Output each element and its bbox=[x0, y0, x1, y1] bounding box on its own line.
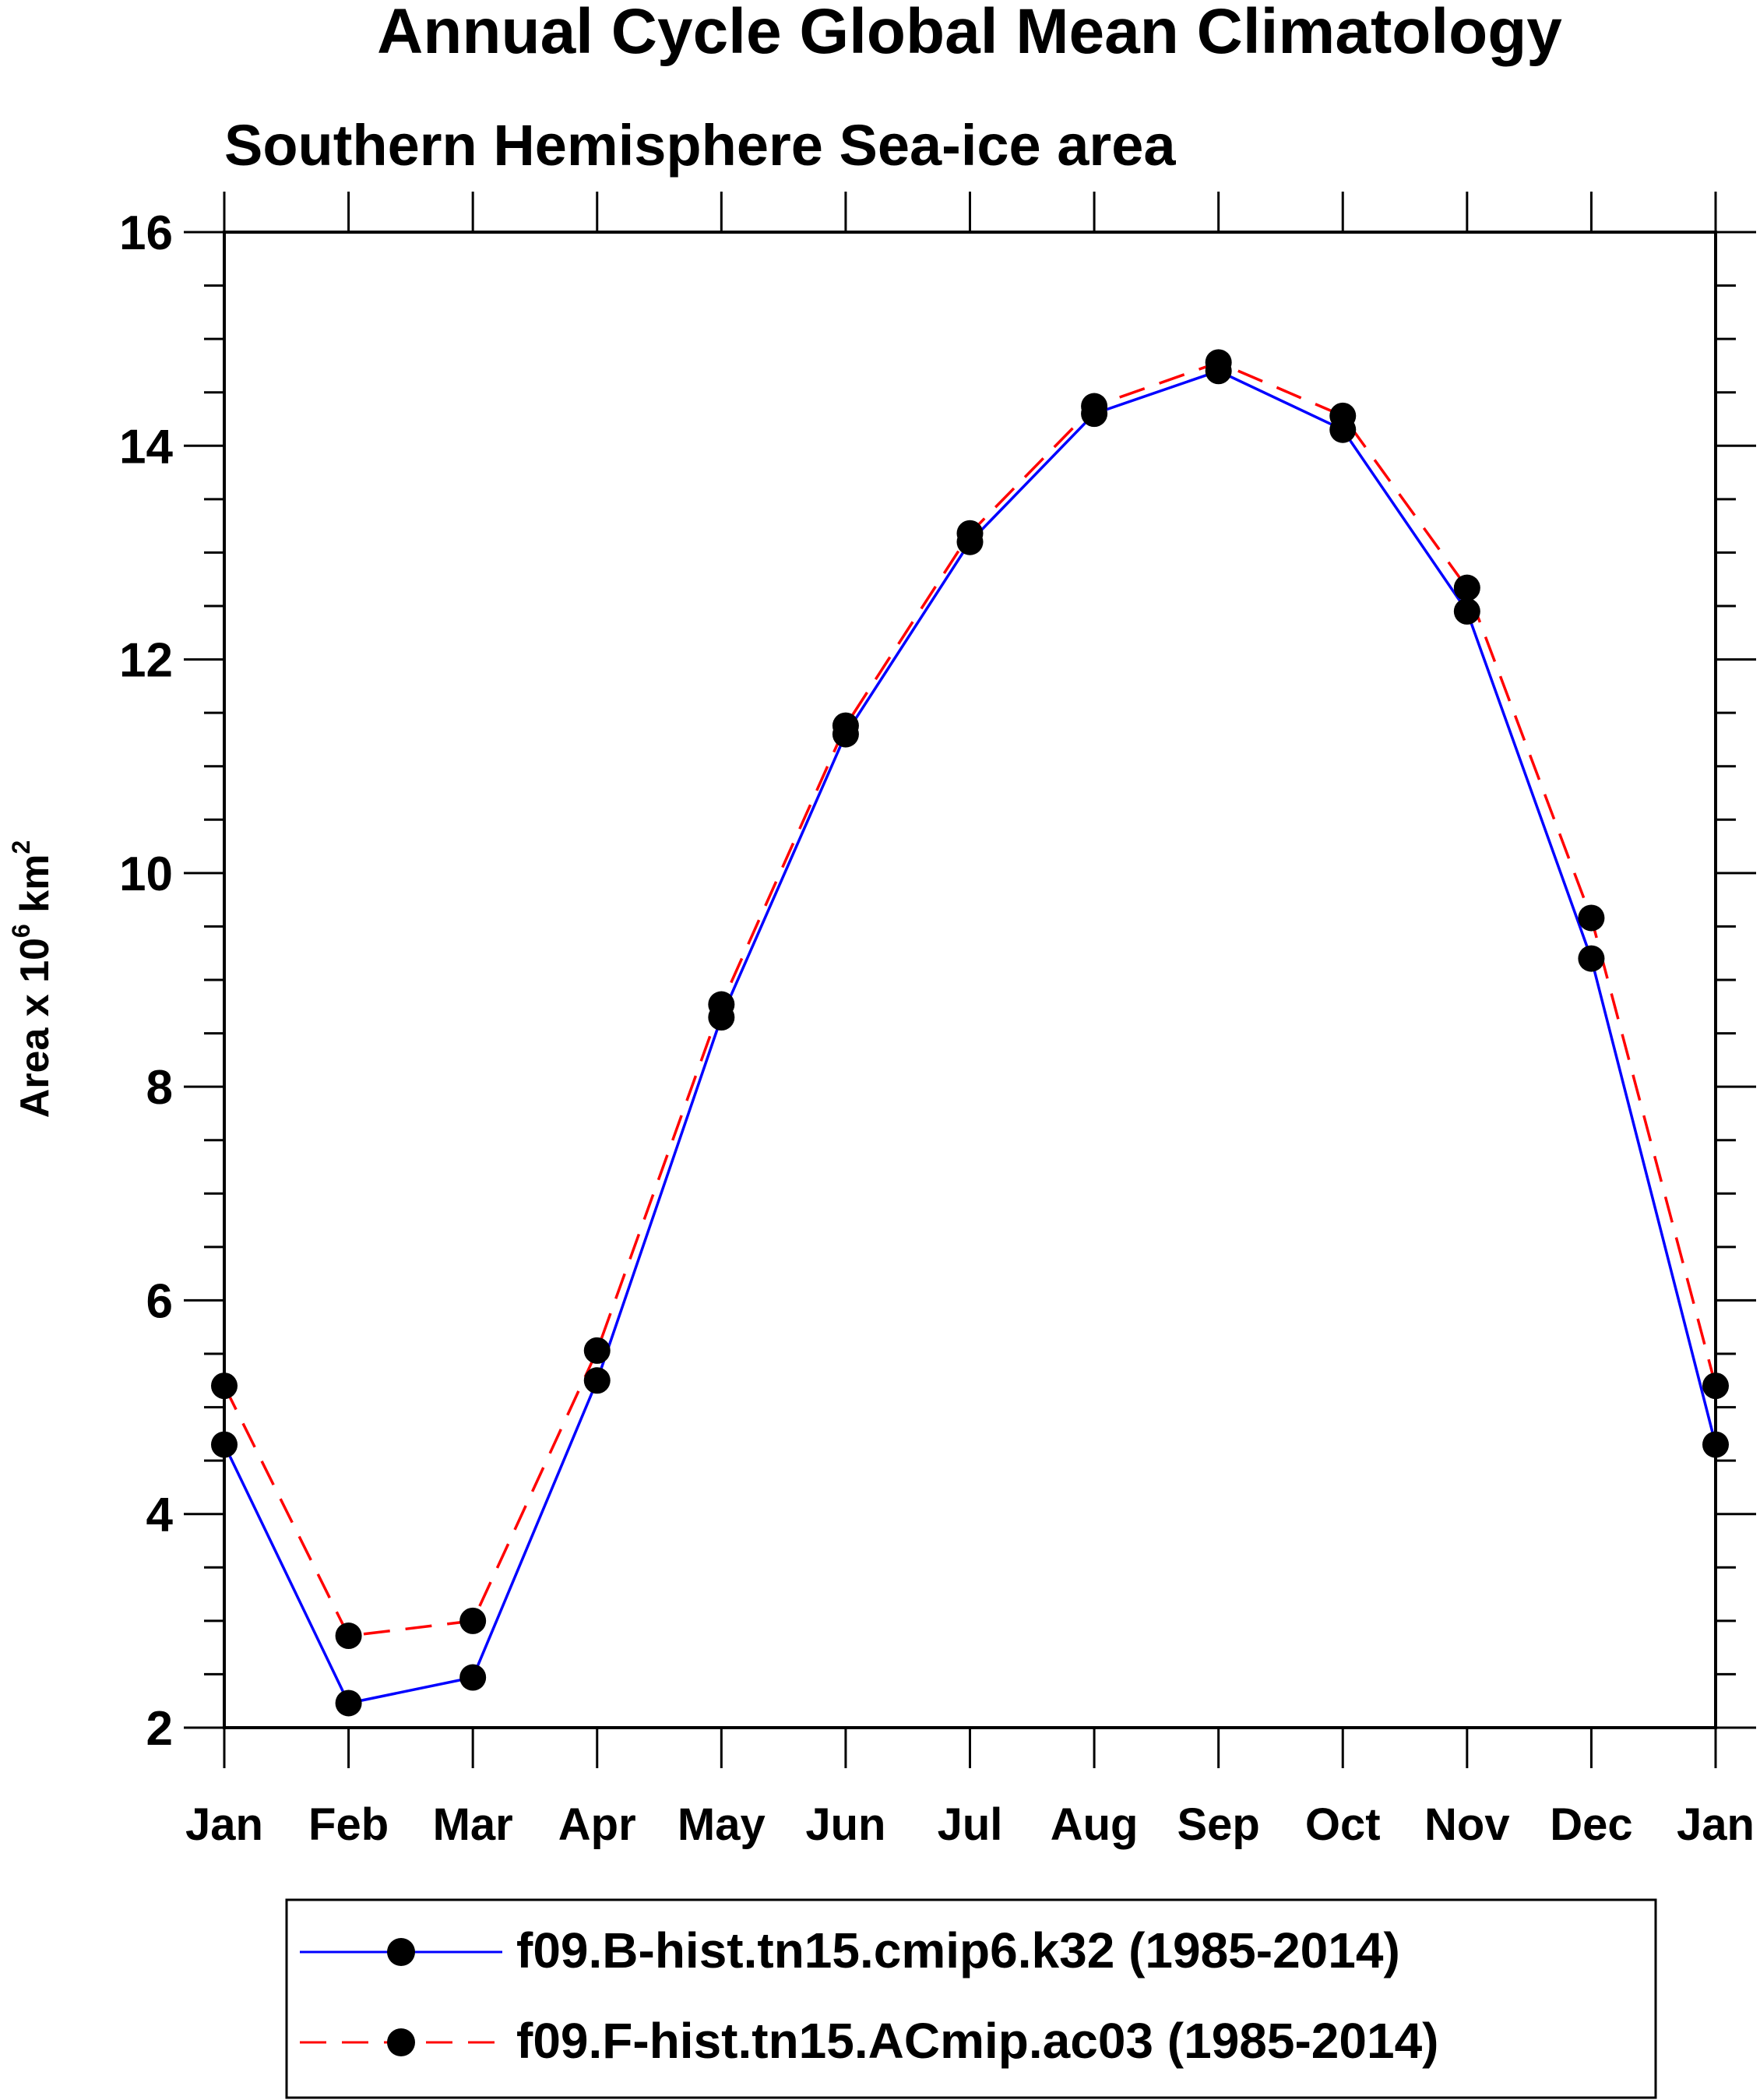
data-point-series-2 bbox=[956, 520, 984, 547]
data-point-series-2 bbox=[708, 991, 735, 1018]
data-point-series-1 bbox=[1578, 945, 1605, 972]
data-point-series-1 bbox=[335, 1690, 362, 1717]
legend-marker-series-1 bbox=[387, 1938, 415, 1966]
x-tick-label: Nov bbox=[1424, 1799, 1510, 1850]
legend-label-series-1: f09.B-hist.tn15.cmip6.k32 (1985-2014) bbox=[516, 1922, 1400, 1978]
x-tick-label: Apr bbox=[558, 1799, 636, 1850]
x-tick-label: Jul bbox=[938, 1799, 1003, 1850]
data-point-series-2 bbox=[459, 1607, 487, 1634]
x-tick-label: Dec bbox=[1550, 1799, 1632, 1850]
x-tick-label: Sep bbox=[1177, 1799, 1259, 1850]
y-tick-labels: 2 4 6 8 10 12 14 16 bbox=[119, 206, 173, 1756]
chart-title: Annual Cycle Global Mean Climatology bbox=[377, 0, 1562, 67]
y-tick-label: 4 bbox=[146, 1489, 174, 1542]
data-point-series-2 bbox=[1329, 402, 1357, 429]
axis-ticks bbox=[184, 192, 1756, 1768]
x-tick-label: Aug bbox=[1051, 1799, 1139, 1850]
x-tick-label: Jan bbox=[185, 1799, 263, 1850]
plot-frame bbox=[223, 231, 1717, 1729]
data-point-series-2 bbox=[583, 1337, 611, 1364]
legend-marker-series-2 bbox=[387, 2028, 415, 2056]
series-line-1 bbox=[223, 369, 1717, 1705]
data-point-series-2 bbox=[1205, 349, 1232, 376]
y-tick-label: 16 bbox=[119, 206, 173, 260]
y-tick-label: 10 bbox=[119, 847, 173, 901]
y-tick-label: 6 bbox=[146, 1274, 173, 1328]
y-tick-label: 2 bbox=[146, 1702, 173, 1756]
legend-label-series-2: f09.F-hist.tn15.ACmip.ac03 (1985-2014) bbox=[516, 2013, 1438, 2069]
data-point-series-1 bbox=[1453, 597, 1480, 625]
y-tick-label: 12 bbox=[119, 634, 173, 688]
data-point-series-1 bbox=[583, 1367, 611, 1394]
x-tick-label: Feb bbox=[308, 1799, 389, 1850]
data-point-series-2 bbox=[1081, 393, 1108, 420]
data-point-series-2 bbox=[335, 1623, 362, 1650]
data-point-series-2 bbox=[832, 712, 859, 739]
x-tick-label: May bbox=[678, 1799, 766, 1850]
legend-box bbox=[285, 1898, 1657, 2099]
y-tick-label: 14 bbox=[119, 420, 173, 474]
x-tick-labels: Jan Feb Mar Apr May Jun Jul Aug Sep Oct Nov Dec Jan bbox=[185, 1799, 1755, 1850]
data-point-series-2 bbox=[1453, 574, 1480, 601]
y-tick-label: 8 bbox=[146, 1061, 173, 1115]
y-axis-label: Area x 106 km2 bbox=[7, 840, 58, 1119]
series-lines bbox=[223, 361, 1717, 1705]
series-points bbox=[211, 349, 1729, 1717]
chart-subtitle: Southern Hemisphere Sea-ice area bbox=[224, 113, 1176, 178]
data-point-series-1 bbox=[459, 1664, 487, 1691]
data-point-series-2 bbox=[1578, 904, 1605, 932]
x-tick-label: Mar bbox=[433, 1799, 513, 1850]
x-tick-label: Oct bbox=[1305, 1799, 1381, 1850]
x-tick-label: Jan bbox=[1677, 1799, 1755, 1850]
legend: f09.B-hist.tn15.cmip6.k32 (1985-2014) f0… bbox=[285, 1898, 1657, 2099]
x-tick-label: Jun bbox=[805, 1799, 885, 1850]
